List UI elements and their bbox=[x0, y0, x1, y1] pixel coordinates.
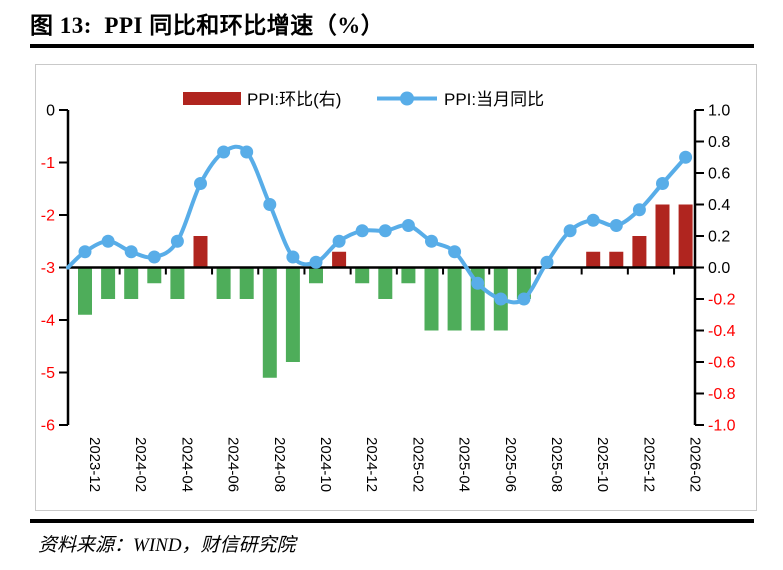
ppi-combo-chart: 0 -1 -2 -3 -4 -5 -6 1.0 0.8 0.6 0.4 0.2 0.0 -0.2 -0.4 -… bbox=[41, 90, 736, 492]
mom-bar-2024-04 bbox=[170, 267, 185, 299]
yoy-point-2025-06 bbox=[494, 292, 508, 306]
title-divider bbox=[30, 44, 754, 48]
right-axis-tick-label: 0.6 bbox=[708, 166, 730, 183]
legend-bar-swatch bbox=[183, 92, 241, 105]
right-axis-tick-label: -0.2 bbox=[708, 292, 736, 309]
mom-bar-2024-07 bbox=[239, 267, 254, 299]
mom-bar-2025-04 bbox=[447, 267, 462, 331]
mom-bar-2025-12 bbox=[632, 236, 647, 268]
yoy-point-2025-10 bbox=[586, 213, 600, 227]
yoy-point-2025-09 bbox=[563, 224, 577, 238]
mom-bar-2024-01 bbox=[101, 267, 116, 299]
mom-bar-2024-06 bbox=[216, 267, 231, 299]
mom-bar-2026-02 bbox=[678, 204, 693, 268]
mom-bar-2024-05 bbox=[193, 236, 208, 268]
chart-frame: 0 -1 -2 -3 -4 -5 -6 1.0 0.8 0.6 0.4 0.2 0.0 -0.2 -0.4 -… bbox=[35, 64, 757, 511]
legend-label-yoy: PPI:当月同比 bbox=[444, 90, 544, 109]
yoy-line bbox=[66, 144, 688, 305]
yoy-point-2025-04 bbox=[448, 245, 462, 259]
mom-bar-2025-11 bbox=[609, 251, 624, 268]
legend-label-mom: PPI:环比(右) bbox=[247, 90, 341, 109]
yoy-point-2025-03 bbox=[425, 234, 438, 248]
left-axis-tick-label: -6 bbox=[41, 418, 55, 435]
yoy-point-2025-02 bbox=[401, 219, 415, 232]
figure-title: 图 13: PPI 同比和环比增速（%） bbox=[30, 13, 385, 38]
x-axis-label: 2024-12 bbox=[363, 437, 380, 492]
yoy-point-2025-12 bbox=[632, 203, 646, 217]
source-note: 资料来源：WIND，财信研究院 bbox=[38, 535, 296, 556]
mom-bar-2024-09 bbox=[285, 267, 300, 362]
x-axis-label: 2025-04 bbox=[456, 437, 473, 492]
right-axis-tick-label: 1.0 bbox=[708, 103, 730, 120]
yoy-point-2024-08 bbox=[263, 198, 277, 211]
x-axis-label: 2024-02 bbox=[132, 437, 149, 492]
x-axis-label: 2024-06 bbox=[225, 437, 242, 492]
mom-bar-2024-02 bbox=[124, 267, 139, 299]
yoy-point-2024-04 bbox=[170, 234, 184, 248]
yoy-point-2024-11 bbox=[332, 234, 346, 248]
yoy-point-2025-01 bbox=[378, 224, 392, 238]
yoy-point-2024-02 bbox=[124, 245, 138, 259]
x-axis-label: 2025-08 bbox=[548, 437, 565, 492]
yoy-point-2025-11 bbox=[609, 219, 623, 232]
mom-bar-2024-08 bbox=[262, 267, 277, 378]
x-axis-label: 2024-10 bbox=[317, 437, 334, 492]
mom-bar-2025-03 bbox=[424, 267, 439, 331]
yoy-point-2024-12 bbox=[355, 224, 369, 238]
yoy-point-2024-07 bbox=[240, 145, 254, 159]
yoy-point-2026-02 bbox=[679, 150, 693, 164]
left-axis-tick-label: -2 bbox=[41, 208, 55, 225]
left-axis-tick-label: -3 bbox=[41, 260, 55, 277]
right-axis-tick-label: 0.8 bbox=[708, 134, 730, 151]
right-axis-tick-label: 0.0 bbox=[708, 260, 730, 277]
mom-bar-2024-10 bbox=[309, 267, 323, 284]
yoy-point-2025-07 bbox=[517, 292, 531, 306]
yoy-point-2024-09 bbox=[286, 250, 300, 264]
left-axis-tick-label: -4 bbox=[41, 313, 55, 330]
x-axis-label: 2025-02 bbox=[409, 437, 426, 492]
mom-bar-2024-12 bbox=[355, 267, 370, 284]
left-axis-tick-label: -5 bbox=[41, 365, 55, 382]
right-axis-tick-label: 0.4 bbox=[708, 197, 730, 214]
legend-line-marker bbox=[400, 91, 414, 106]
left-axis-tick-label: 0 bbox=[46, 103, 55, 120]
yoy-point-2024-05 bbox=[194, 177, 207, 190]
x-axis-label: 2025-06 bbox=[502, 437, 519, 492]
mom-bar-2023-12 bbox=[78, 267, 92, 315]
yoy-point-2025-05 bbox=[471, 276, 485, 290]
mom-bar-2024-11 bbox=[332, 251, 347, 268]
right-axis-tick-label: -1.0 bbox=[708, 418, 736, 435]
mom-bar-2025-01 bbox=[378, 267, 393, 299]
right-axis-tick-label: -0.8 bbox=[708, 386, 736, 403]
yoy-point-2024-10 bbox=[309, 255, 323, 269]
right-axis-tick-label: 0.2 bbox=[708, 229, 730, 246]
x-axis-label: 2023-12 bbox=[86, 437, 103, 492]
x-axis-label: 2024-08 bbox=[271, 437, 288, 492]
right-axis-tick-label: -0.4 bbox=[708, 323, 736, 340]
yoy-point-2024-01 bbox=[101, 234, 115, 248]
mom-bar-2025-10 bbox=[586, 251, 601, 268]
mom-bar-2025-07 bbox=[516, 267, 531, 299]
x-axis-label: 2025-12 bbox=[640, 437, 657, 492]
left-axis-tick-label: -1 bbox=[41, 155, 55, 172]
x-axis-label: 2024-04 bbox=[178, 437, 195, 492]
mom-bar-2026-01 bbox=[655, 204, 670, 268]
x-axis-label: 2025-10 bbox=[594, 437, 611, 492]
mom-bar-2024-03 bbox=[147, 267, 162, 284]
yoy-point-2024-03 bbox=[147, 250, 161, 264]
yoy-point-2023-12 bbox=[78, 245, 92, 259]
yoy-point-2024-06 bbox=[217, 145, 231, 159]
mom-bar-2025-02 bbox=[401, 267, 416, 284]
x-axis-label: 2026-02 bbox=[687, 437, 704, 492]
yoy-point-2025-08 bbox=[540, 255, 554, 269]
footer-divider bbox=[30, 519, 754, 523]
right-axis-tick-label: -0.6 bbox=[708, 355, 736, 372]
yoy-point-2026-01 bbox=[656, 177, 669, 190]
